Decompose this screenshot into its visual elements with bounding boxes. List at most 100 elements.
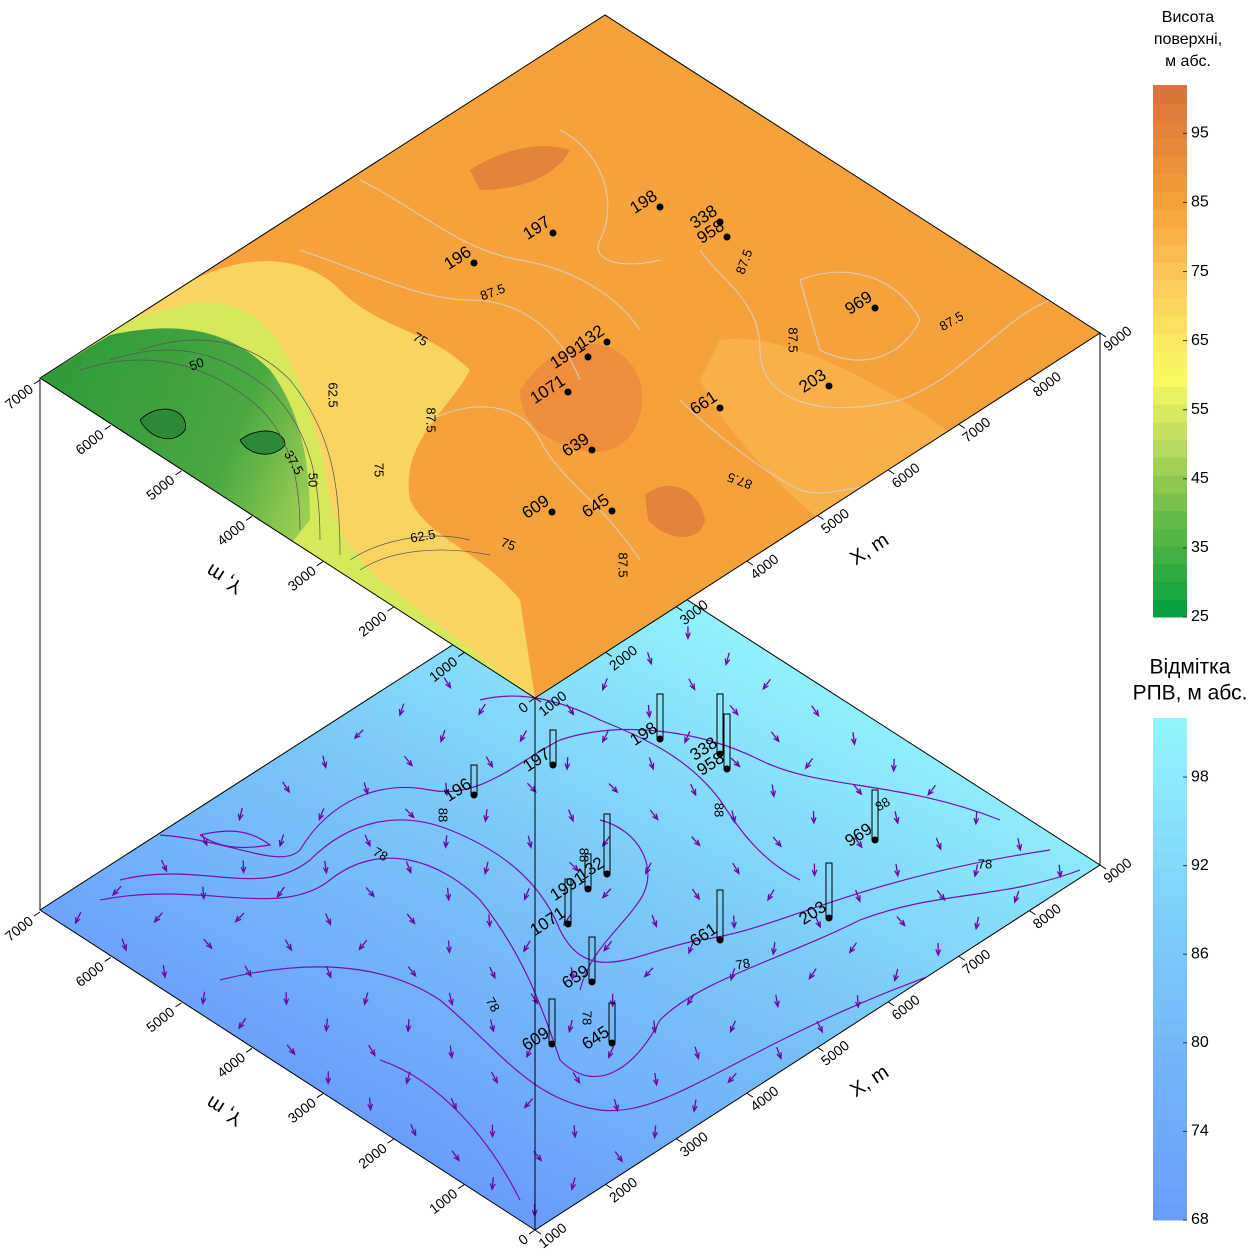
map: 1000200030004000500060007000800090000100… [0,0,1253,1252]
x-axis-title: X, m [846,529,892,570]
y-tick [246,516,252,520]
colorbar-step [1153,298,1187,316]
colorbar-step [1153,1170,1187,1187]
colorbar-step [1153,1103,1187,1120]
well [717,405,724,412]
well [826,915,833,922]
x-tick [747,561,753,565]
colorbar-tick-label: 75 [1191,263,1209,280]
colorbar-step [1153,986,1187,1003]
colorbar-step [1153,885,1187,902]
x-tick [1029,911,1035,915]
contour-label: 88 [436,808,451,822]
x-tick [888,470,894,474]
contour-label: 50 [306,473,321,487]
contour-label: 87.5 [424,407,439,432]
colorbar-step [1153,869,1187,886]
well [657,736,664,743]
y-tick-label: 7000 [2,913,37,945]
x-tick [747,1093,753,1097]
colorbar-tick-label: 65 [1191,332,1209,349]
colorbar-step [1153,528,1187,546]
colorbar-step [1153,209,1187,227]
colorbar-step [1153,475,1187,493]
colorbar-step [1153,386,1187,404]
colorbar-step [1153,835,1187,852]
colorbar-step [1153,262,1187,280]
contour-label: 78 [978,856,992,871]
contour-label: 78 [734,955,751,972]
colorbar-step [1153,440,1187,458]
colorbar-step [1153,457,1187,475]
y-tick-label: 4000 [214,517,249,549]
well [826,383,833,390]
colorbar-step [1153,1053,1187,1070]
colorbar-tick-label: 95 [1191,125,1209,142]
x-tick [535,1230,541,1234]
well [609,1040,616,1047]
y-tick [388,1139,394,1143]
colorbar-step [1153,85,1187,103]
y-tick [175,1003,181,1007]
colorbar-step [1153,599,1187,617]
colorbar-tick-label: 25 [1191,608,1209,625]
well [724,234,731,241]
well [471,260,478,267]
well [589,447,596,454]
y-tick [317,1094,323,1098]
x-tick-label: 9000 [1100,854,1135,886]
colorbar-step [1153,1036,1187,1053]
y-tick [529,1230,535,1234]
colorbar-step [1153,1019,1187,1036]
y-axis-title: Y, m [202,1091,246,1130]
contour-label: 88 [712,803,727,817]
contour-label: 88 [577,848,592,862]
colorbar-tick-label: 55 [1191,401,1209,418]
well [717,937,724,944]
colorbar-step [1153,369,1187,387]
colorbar-step [1153,138,1187,156]
well [550,230,557,237]
y-tick [105,957,111,961]
y-tick-label: 2000 [355,1140,390,1172]
colorbar-tick-label: 74 [1191,1123,1209,1140]
colorbar-step [1153,511,1187,529]
colorbar-title: м абс. [1165,53,1211,70]
y-tick-label: 0 [515,1231,531,1249]
colorbar-step [1153,174,1187,192]
y-tick [105,425,111,429]
y-tick-label: 3000 [285,562,320,594]
colorbar-step [1153,564,1187,582]
y-tick [34,912,40,916]
colorbar-title: поверхні, [1154,31,1222,48]
colorbar-step [1153,1069,1187,1086]
y-tick-label: 5000 [143,1003,178,1035]
well [657,204,664,211]
colorbar-tick-label: 85 [1191,194,1209,211]
well [872,305,879,312]
colorbar-tick-label: 68 [1191,1211,1209,1228]
y-tick-label: 5000 [143,471,178,503]
y-tick-label: 6000 [72,426,107,458]
colorbar-step [1153,1187,1187,1204]
colorbar-title: Відмітка [1150,656,1231,679]
colorbar-step [1153,768,1187,785]
colorbar-tick-label: 98 [1191,768,1209,785]
y-tick-label: 6000 [72,958,107,990]
colorbar-step [1153,802,1187,819]
y-tick-label: 7000 [2,381,37,413]
colorbar-title: РПВ, м абс. [1133,682,1248,705]
colorbar-step [1153,1203,1187,1220]
colorbar-step [1153,422,1187,440]
colorbar-tick-label: 80 [1191,1034,1209,1051]
colorbar-step [1153,785,1187,802]
x-tick [888,1002,894,1006]
colorbar-step [1153,1136,1187,1153]
colorbar-step [1153,280,1187,298]
colorbar-step [1153,582,1187,600]
colorbar-step [1153,718,1187,735]
colorbar-step [1153,120,1187,138]
well [604,871,611,878]
well [589,979,596,986]
colorbar-title: Висота [1162,9,1214,26]
